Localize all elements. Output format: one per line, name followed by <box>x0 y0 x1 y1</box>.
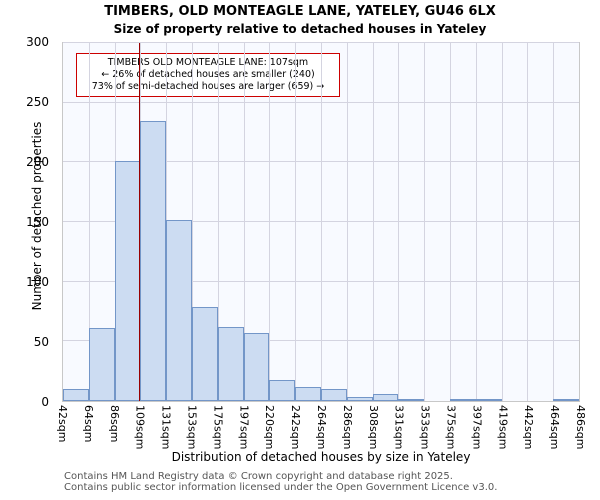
v-gridline <box>527 43 529 401</box>
footer-attribution-1: Contains HM Land Registry data © Crown c… <box>64 471 453 482</box>
histogram-bar <box>321 389 347 401</box>
histogram-bar <box>475 399 502 401</box>
x-tick-label: 419sqm <box>496 405 510 450</box>
x-tick-label: 375sqm <box>444 405 458 450</box>
annotation-line-1: TIMBERS OLD MONTEAGLE LANE: 107sqm <box>107 57 309 68</box>
histogram-bar <box>217 327 244 401</box>
v-gridline <box>217 43 219 401</box>
v-gridline <box>398 43 400 401</box>
v-gridline <box>88 43 90 401</box>
histogram-bar <box>88 328 115 401</box>
v-gridline <box>269 43 271 401</box>
v-gridline <box>424 43 426 401</box>
y-axis-tick-labels: 0 50 100 150 200 250 300 <box>0 35 55 409</box>
x-tick-label: 308sqm <box>366 405 380 450</box>
histogram-bar <box>346 397 373 401</box>
v-gridline <box>243 43 245 401</box>
histogram-bar <box>398 398 425 401</box>
h-gridline <box>63 42 579 43</box>
x-tick-label: 86sqm <box>107 405 121 443</box>
v-gridline <box>553 43 555 401</box>
histogram-bar <box>450 398 476 401</box>
x-tick-label: 175sqm <box>211 405 225 450</box>
v-gridline <box>346 43 348 401</box>
x-tick-label: 464sqm <box>548 405 562 450</box>
x-tick-label: 242sqm <box>289 405 303 450</box>
y-tick-label: 150 <box>26 215 49 229</box>
x-tick-label: 353sqm <box>418 405 432 450</box>
plot-area: TIMBERS OLD MONTEAGLE LANE: 107sqm ← 26%… <box>62 42 580 402</box>
v-gridline <box>295 43 297 401</box>
v-gridline <box>192 43 193 401</box>
chart-title: TIMBERS, OLD MONTEAGLE LANE, YATELEY, GU… <box>104 4 496 19</box>
y-tick-label: 50 <box>33 335 49 349</box>
v-gridline <box>450 43 451 401</box>
y-tick-label: 200 <box>26 155 49 169</box>
annotation-line-3: 73% of semi-detached houses are larger (… <box>91 80 325 92</box>
y-tick-label: 250 <box>26 95 49 109</box>
v-gridline <box>372 43 374 401</box>
chart-subtitle: Size of property relative to detached ho… <box>113 22 487 36</box>
x-tick-label: 197sqm <box>237 405 251 450</box>
v-gridline <box>501 43 503 401</box>
histogram-bar <box>63 389 89 401</box>
marker-annotation-box: TIMBERS OLD MONTEAGLE LANE: 107sqm ← 26%… <box>76 53 340 97</box>
y-tick-label: 100 <box>26 275 49 289</box>
x-tick-label: 442sqm <box>522 405 536 450</box>
histogram-bar <box>243 332 270 401</box>
histogram-bar <box>295 386 321 401</box>
x-tick-label: 286sqm <box>340 405 354 450</box>
x-tick-label: 486sqm <box>574 405 587 450</box>
histogram-bar <box>269 379 296 401</box>
property-size-marker-line <box>138 43 140 401</box>
histogram-bar <box>553 399 579 401</box>
histogram-bar <box>192 306 218 401</box>
x-tick-label: 397sqm <box>470 405 484 450</box>
x-tick-label: 331sqm <box>392 405 406 450</box>
annotation-line-2: ← 26% of detached houses are smaller (24… <box>101 68 315 80</box>
x-axis-title: Distribution of detached houses by size … <box>171 450 471 464</box>
x-tick-label: 109sqm <box>133 405 147 450</box>
x-tick-label: 220sqm <box>263 405 277 450</box>
v-gridline <box>475 43 477 401</box>
x-tick-label: 264sqm <box>315 405 328 450</box>
x-tick-label: 131sqm <box>159 405 173 450</box>
histogram-bar <box>114 161 141 401</box>
x-tick-label: 42sqm <box>56 405 69 443</box>
x-tick-label: 64sqm <box>81 405 95 443</box>
histogram-bar <box>166 219 192 401</box>
histogram-bar <box>140 120 167 401</box>
footer-attribution-2: Contains public sector information licen… <box>64 482 498 493</box>
y-tick-label: 300 <box>26 35 49 49</box>
x-axis-tick-labels: 42sqm 64sqm 86sqm 109sqm 131sqm 153sqm 175sqm 1… <box>56 405 587 453</box>
histogram-bar <box>372 393 399 401</box>
y-tick-label: 0 <box>41 395 49 409</box>
v-gridline <box>321 43 322 401</box>
x-tick-label: 153sqm <box>185 405 199 450</box>
